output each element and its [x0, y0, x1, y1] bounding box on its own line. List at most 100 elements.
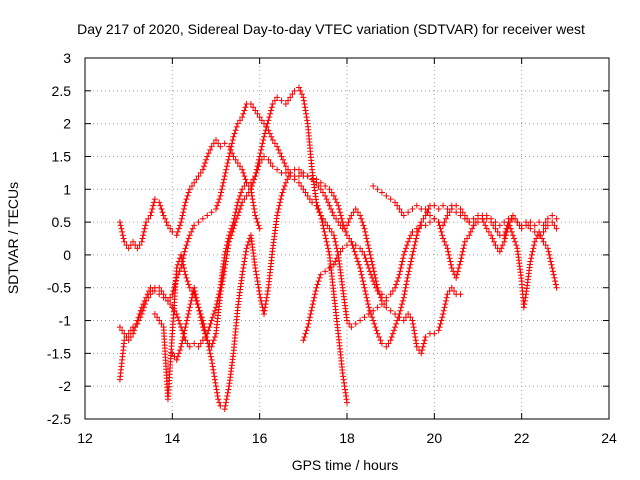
data-point	[195, 173, 202, 180]
data-point	[116, 324, 123, 331]
data-point	[390, 327, 397, 334]
data-point	[217, 192, 224, 199]
data-point	[312, 288, 319, 295]
data-point	[268, 107, 275, 114]
data-point	[494, 228, 501, 235]
data-point	[544, 245, 551, 252]
data-point	[539, 235, 546, 242]
data-point	[249, 192, 256, 199]
data-point	[291, 176, 298, 183]
data-point	[400, 317, 407, 324]
data-point	[395, 274, 402, 281]
data-point	[553, 225, 560, 232]
data-point	[239, 271, 246, 278]
data-point	[387, 307, 394, 314]
data-point	[358, 215, 365, 222]
data-point	[185, 189, 192, 196]
data-point	[213, 137, 219, 144]
data-point	[298, 91, 305, 98]
data-point	[367, 251, 374, 258]
data-point	[356, 261, 363, 268]
data-point	[241, 182, 248, 189]
data-point	[278, 192, 285, 199]
data-point	[418, 350, 425, 357]
data-point	[242, 104, 249, 111]
data-point	[202, 160, 209, 167]
data-point	[319, 215, 326, 222]
data-point	[405, 271, 412, 278]
data-point	[287, 94, 294, 101]
data-point	[402, 284, 409, 291]
data-point	[240, 265, 247, 272]
data-point	[549, 219, 556, 226]
data-point	[191, 179, 198, 186]
data-point	[411, 330, 418, 337]
data-point	[346, 235, 353, 242]
data-point	[531, 228, 538, 235]
data-point	[346, 215, 353, 222]
data-point	[362, 228, 369, 235]
data-point	[193, 297, 200, 304]
data-point	[252, 173, 259, 180]
data-point	[441, 219, 448, 226]
data-point	[362, 255, 369, 262]
data-point	[492, 225, 499, 232]
data-point	[227, 146, 234, 153]
data-point	[324, 242, 331, 249]
y-tick-label: 1	[63, 181, 71, 197]
data-point	[256, 114, 263, 121]
data-point	[215, 396, 222, 403]
data-point	[540, 228, 547, 235]
data-point	[179, 258, 186, 265]
data-point	[353, 255, 360, 262]
data-point	[313, 284, 320, 291]
data-point	[501, 232, 508, 239]
data-point	[235, 196, 242, 203]
data-point	[285, 166, 292, 173]
data-point	[448, 261, 455, 268]
data-point	[488, 232, 495, 239]
data-point	[405, 209, 412, 216]
data-point	[344, 222, 350, 229]
data-point	[176, 347, 183, 354]
data-point	[250, 179, 257, 186]
data-point	[364, 297, 371, 304]
data-point	[412, 238, 419, 245]
data-point	[134, 320, 141, 327]
data-point	[357, 317, 364, 324]
data-point	[137, 314, 144, 321]
data-point	[199, 320, 206, 327]
data-point	[394, 202, 401, 209]
data-point	[305, 320, 312, 327]
data-point	[210, 337, 217, 344]
data-point	[344, 242, 350, 249]
data-point	[304, 173, 311, 180]
data-point	[228, 232, 235, 239]
data-point	[424, 209, 431, 216]
data-point	[456, 261, 463, 268]
data-point	[254, 110, 261, 117]
data-point	[399, 258, 406, 265]
data-point	[369, 314, 376, 321]
data-point	[255, 281, 262, 288]
data-point	[361, 225, 368, 232]
data-point	[203, 156, 210, 163]
data-point	[527, 258, 534, 265]
data-point	[180, 261, 187, 268]
data-point	[328, 228, 335, 235]
data-point	[492, 242, 499, 249]
data-point	[387, 196, 394, 203]
data-point	[195, 304, 202, 311]
data-point	[224, 248, 231, 255]
data-point	[156, 317, 163, 324]
data-point	[549, 265, 556, 272]
data-point	[229, 137, 236, 144]
data-point	[408, 255, 415, 262]
data-point	[359, 219, 366, 226]
data-point	[363, 235, 370, 242]
data-point	[258, 146, 265, 153]
data-point	[354, 209, 361, 216]
data-point	[363, 258, 370, 265]
data-point	[378, 301, 385, 308]
data-point	[317, 271, 324, 278]
